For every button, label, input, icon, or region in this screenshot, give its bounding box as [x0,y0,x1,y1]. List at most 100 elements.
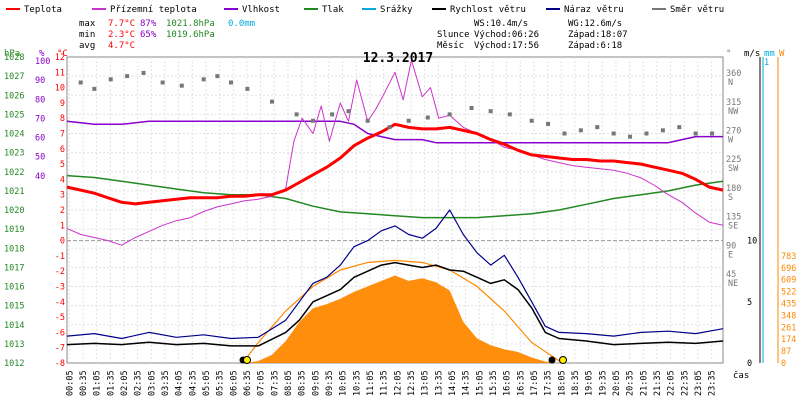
stats-avg-label: avg [79,41,95,51]
legend-label-wind-speed: Rychlost větru [450,5,526,15]
tick-label-temp: -4 [55,298,65,308]
tick-label-time: 23:05 [694,370,704,396]
wind-direction-point [125,74,130,79]
tick-label-temp: 4 [60,175,65,185]
series-line-temperature [66,122,724,206]
series-line-wind-speed [66,261,724,347]
stats-max-pressure: 1021.8hPa [166,19,215,29]
stats-min-pressure: 1019.6hPa [166,30,215,40]
stats-min-temp: 2.3°C [108,30,135,40]
tick-label-time: 08:35 [298,370,308,396]
tick-label-time: 14:05 [448,370,458,396]
tick-label-temp: -7 [55,344,65,354]
tick-label-rain: 1 [764,58,769,68]
tick-label-percent: 60 [35,134,45,144]
wind-direction-point [595,125,600,130]
tick-label-direction: 135 [726,213,741,223]
tick-label-time: 05:35 [216,370,226,396]
wind-direction-point [611,131,616,136]
wind-direction-point [628,134,633,139]
stats-max-humidity: 87% [140,19,157,29]
tick-label-time: 16:35 [516,370,526,396]
series-line-humidity [66,120,723,144]
tick-label-direction: 45 [726,270,736,280]
tick-label-temp: 7 [60,130,65,140]
stats-avg-temp: 4.7°C [108,41,135,51]
tick-label-time: 23:35 [708,370,718,396]
tick-label-temp: -6 [55,328,65,338]
tick-label-time: 08:05 [284,370,294,396]
tick-label-solar: 348 [781,311,796,321]
tick-label-temp: 2 [60,206,65,216]
tick-label-time: 04:05 [175,370,185,396]
tick-label-cardinal: N [728,78,733,88]
tick-label-direction: 225 [726,155,741,165]
solar-radiation-area [244,275,559,363]
wind-direction-point [294,112,299,117]
tick-label-time: 06:05 [229,370,239,396]
tick-label-solar: 609 [781,276,796,286]
tick-label-hpa: 1028 [4,53,24,63]
tick-label-wind: 0 [747,359,752,369]
tick-label-solar: 87 [781,347,791,357]
info-sunrise: Východ:06:26 [474,30,539,40]
tick-label-hpa: 1026 [4,91,24,101]
unit-watts: W [779,49,785,59]
unit-mm: mm [764,49,775,59]
unit-degrees: ° [726,49,731,59]
tick-label-direction: 270 [726,127,741,137]
legend-label-wind-direction: Směr větru [670,5,724,15]
tick-label-time: 07:05 [257,370,267,396]
tick-label-time: 05:05 [202,370,212,396]
legend-label-temperature: Teplota [24,5,62,15]
tick-label-temp: 9 [60,99,65,109]
tick-label-solar: 261 [781,323,796,333]
info-sunset: Západ:18:07 [568,30,628,40]
legend-label-wind-gust: Náraz větru [564,5,624,15]
wind-direction-point [108,77,113,82]
tick-label-time: 01:35 [106,370,116,396]
tick-label-hpa: 1017 [4,263,24,273]
wind-direction-point [447,112,452,117]
wind-direction-point [141,70,146,75]
wind-direction-point [406,118,411,123]
wind-direction-point [346,109,351,114]
solar-theoretical-line [242,259,563,364]
tick-label-hpa: 1012 [4,359,24,369]
wind-direction-point [78,80,83,85]
wind-direction-point [365,118,370,123]
series-line-wind-gust [66,209,724,340]
tick-label-percent: 100 [35,57,50,67]
tick-label-solar: 174 [781,335,796,345]
tick-label-temp: -5 [55,313,65,323]
unit-time: čas [733,370,749,381]
info-block: WS:10.4m/s WG:12.6m/s Slunce Východ:06:2… [437,19,628,51]
tick-label-time: 03:05 [147,370,157,396]
wind-direction-point [693,131,698,136]
wind-direction-point [660,128,665,133]
wind-direction-point [245,86,250,91]
series-line-pressure [66,174,724,219]
wind-direction-point [469,106,474,110]
tick-label-cardinal: SE [728,222,738,232]
legend-item-humidity: Vlhkost [224,5,280,15]
wind-direction-point [488,109,493,114]
legend-item-wind-speed: Rychlost větru [432,5,526,15]
info-moonset: Západ:6:18 [568,41,622,51]
wind-direction-point [270,99,274,104]
stats-max-label: max [79,19,96,29]
tick-label-cardinal: E [728,250,733,260]
stats-min-label: min [79,30,95,40]
sunset-marker [559,356,567,364]
tick-label-hpa: 1016 [4,283,24,293]
tick-label-cardinal: SW [728,164,739,174]
legend-item-rain: Srážky [362,5,413,15]
tick-label-temp: 3 [60,191,65,201]
sunrise-marker [243,356,251,364]
tick-label-solar: 696 [781,264,796,274]
legend-label-rain: Srážky [380,5,413,15]
tick-label-time: 02:35 [134,370,144,396]
legend-label-humidity: Vlhkost [242,5,280,15]
info-moon-label: Měsíc [437,41,464,51]
